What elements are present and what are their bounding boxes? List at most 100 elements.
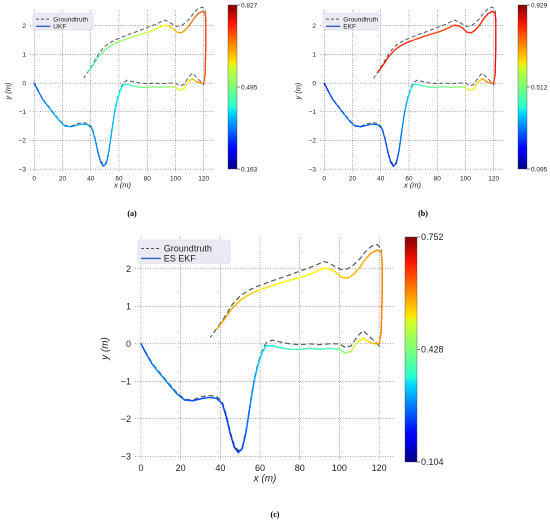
- y-tick-label: −3: [121, 451, 131, 461]
- x-tick-label: 0: [322, 176, 326, 183]
- estimate-segment: [105, 149, 110, 165]
- estimate-segment: [494, 48, 497, 76]
- estimate-segment: [233, 446, 239, 454]
- estimate-segment: [481, 78, 488, 83]
- panel-1: 0 20 40 60 80 100 120 −3 −2 −1 0 1 2 x (m) y (m) Ground…: [4, 2, 258, 218]
- estimate-segment: [126, 36, 134, 40]
- colorbar-tick-label: 0.512: [531, 84, 548, 91]
- estimate-segment: [395, 149, 400, 165]
- estimate-segment: [422, 85, 431, 89]
- y-tick-label: −2: [121, 414, 131, 424]
- colorbar: 0.827 0.495 0.163: [227, 2, 258, 173]
- x-tick-label: 120: [198, 176, 209, 183]
- estimate-segment: [75, 123, 83, 126]
- x-tick-label: 0: [32, 176, 36, 183]
- panel-3: 0 20 40 60 80 100 120 −3 −2 −1 0 1 2 x (m) y (m) Ground…: [100, 232, 444, 519]
- series-estimate-line: [33, 10, 207, 167]
- y-tick-label: −1: [19, 109, 27, 116]
- estimate-segment: [42, 98, 50, 108]
- x-tick-label: 120: [488, 176, 499, 183]
- estimate-segment: [318, 347, 331, 351]
- legend-estimate-label: EKF: [343, 24, 356, 31]
- panel-2: 0 20 40 60 80 100 120 −3 −2 −1 0 1 2 x (m) y (m) Ground…: [294, 2, 548, 218]
- y-tick-label: −2: [309, 138, 317, 145]
- x-tick-label: 40: [87, 176, 95, 183]
- estimate-segment: [132, 34, 140, 38]
- estimate-segment: [215, 318, 226, 331]
- series-groundtruth-line: [140, 243, 383, 452]
- estimate-segment: [174, 86, 181, 91]
- estimate-segment: [352, 267, 361, 276]
- estimate-segment: [377, 63, 385, 73]
- estimate-segment: [152, 364, 162, 376]
- estimate-segment: [167, 85, 177, 89]
- y-tick-label: 1: [22, 52, 26, 59]
- estimate-segment: [439, 28, 447, 33]
- estimate-segment: [116, 89, 122, 100]
- estimate-segment: [449, 24, 455, 28]
- estimate-segment: [474, 24, 481, 31]
- estimate-segment: [247, 290, 257, 296]
- estimate-segment: [33, 82, 40, 93]
- legend-groundtruth-label: Groundtruth: [53, 16, 88, 23]
- estimate-segment: [377, 124, 383, 130]
- estimate-segment: [149, 28, 157, 33]
- estimate-segment: [346, 273, 355, 279]
- estimate-segment: [279, 346, 291, 351]
- estimate-segment: [411, 38, 419, 42]
- estimate-segment: [241, 431, 247, 450]
- estimate-segment: [392, 162, 397, 167]
- x-axis-label: x (m): [403, 181, 422, 190]
- y-tick-label: −2: [19, 138, 27, 145]
- estimate-segment: [197, 10, 203, 15]
- estimate-segment: [121, 38, 129, 42]
- plot-area: [30, 10, 215, 172]
- estimate-segment: [389, 161, 395, 167]
- legend-estimate-label: ES EKF: [164, 254, 197, 264]
- estimate-segment: [204, 48, 207, 76]
- y-tick-label: −3: [309, 166, 317, 173]
- y-tick-label: −3: [19, 166, 27, 173]
- estimate-segment: [356, 337, 364, 343]
- estimate-segment: [443, 85, 452, 89]
- estimate-segment: [445, 26, 451, 30]
- estimate-segment: [64, 125, 72, 128]
- estimate-segment: [183, 81, 189, 90]
- estimate-segment: [466, 31, 472, 34]
- plot-area: [320, 10, 505, 172]
- estimate-segment: [384, 138, 389, 153]
- estimate-segment: [398, 129, 403, 152]
- colorbar-tick-label: 0.929: [531, 2, 548, 9]
- estimate-segment: [119, 83, 124, 91]
- estimate-segment: [191, 78, 198, 83]
- estimate-segment: [457, 85, 467, 89]
- x-tick-label: 80: [295, 463, 305, 473]
- estimate-segment: [364, 252, 372, 261]
- estimate-segment: [171, 27, 178, 33]
- estimate-segment: [108, 129, 113, 152]
- x-tick-label: 20: [59, 176, 67, 183]
- estimate-segment: [338, 348, 347, 354]
- estimate-segment: [180, 29, 186, 34]
- estimate-segment: [473, 81, 479, 90]
- estimate-segment: [349, 120, 356, 127]
- estimate-segment: [237, 448, 243, 454]
- y-axis-label: y (m): [294, 82, 303, 101]
- x-tick-label: 20: [176, 463, 186, 473]
- estimate-segment: [404, 98, 409, 113]
- estimate-segment: [203, 73, 206, 84]
- y-tick-label: −1: [121, 376, 131, 386]
- estimate-segment: [340, 276, 349, 279]
- estimate-segment: [175, 392, 186, 401]
- estimate-segment: [91, 128, 96, 140]
- y-tick-label: 2: [312, 23, 316, 30]
- estimate-segment: [378, 331, 382, 345]
- estimate-segment: [176, 31, 182, 34]
- estimate-segment: [255, 287, 265, 293]
- estimate-segment: [461, 27, 468, 33]
- estimate-segment: [388, 49, 396, 57]
- estimate-segment: [184, 24, 191, 31]
- estimate-segment: [92, 55, 100, 66]
